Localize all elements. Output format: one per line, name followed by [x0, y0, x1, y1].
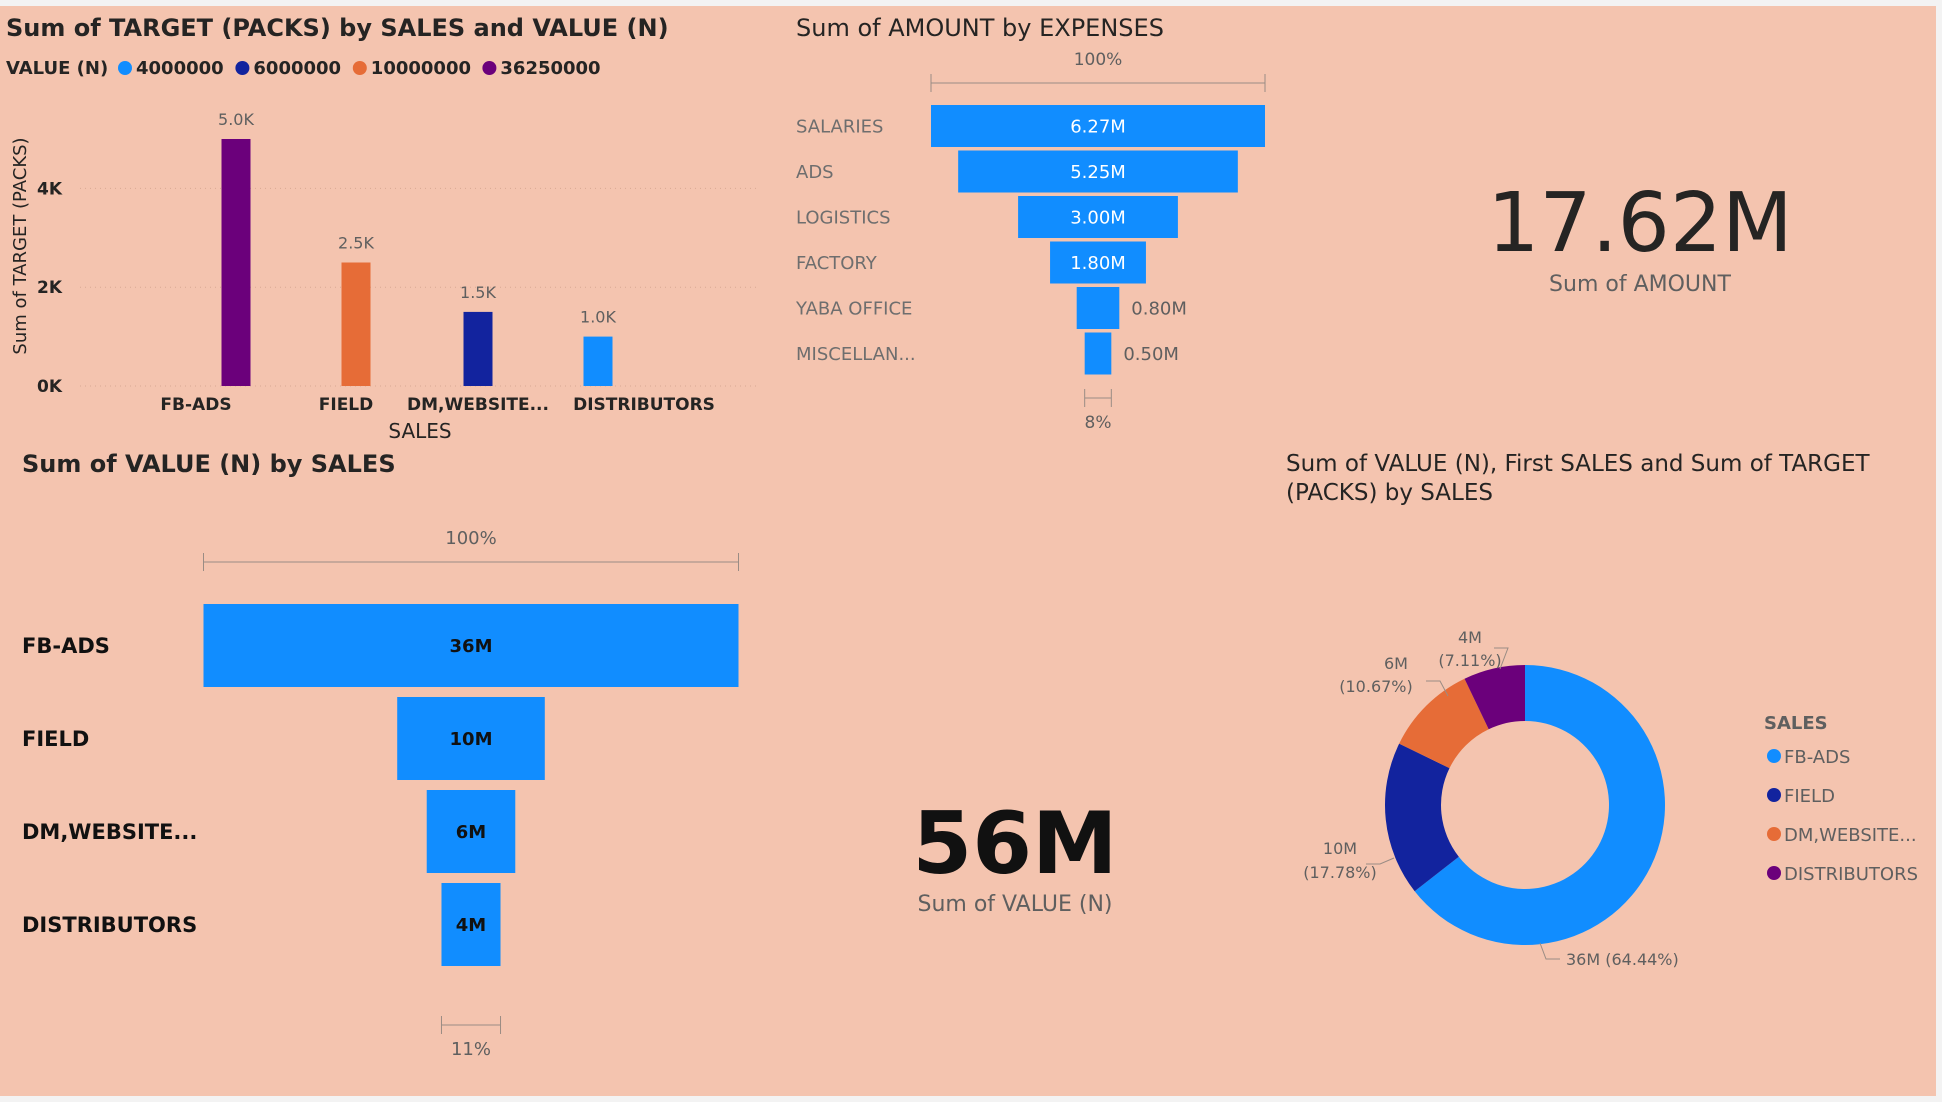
donut-data-label: (10.67%)	[1339, 677, 1413, 696]
funnel-bar	[1018, 196, 1178, 238]
donut-leader-line	[1494, 647, 1509, 670]
value-card[interactable]: 56M Sum of VALUE (N)	[815, 796, 1215, 917]
donut-slice	[1385, 743, 1459, 892]
donut-legend-marker	[1767, 788, 1781, 802]
y-axis-title: Sum of TARGET (PACKS)	[10, 137, 31, 354]
funnel-bar	[958, 150, 1238, 193]
funnel-bar	[1076, 287, 1120, 329]
funnel-data-label: 0.50M	[1123, 344, 1179, 365]
funnel-data-label: 3.00M	[1070, 207, 1126, 228]
x-tick-label: FB-ADS	[160, 395, 231, 415]
legend-label-0: 4000000	[136, 58, 224, 79]
donut-legend-marker	[1767, 749, 1781, 763]
column-bar	[341, 262, 371, 386]
donut-data-label: 36M (64.44%)	[1566, 950, 1679, 969]
donut-legend-label: DISTRIBUTORS	[1784, 864, 1918, 885]
funnel-bar	[1084, 332, 1112, 375]
expenses-funnel-title: Sum of AMOUNT by EXPENSES	[796, 14, 1164, 42]
funnel-category-label: FB-ADS	[22, 634, 110, 658]
funnel-data-label: 5.25M	[1070, 162, 1126, 183]
funnel-bottom-percent: 11%	[451, 1039, 491, 1060]
funnel-category-label: YABA OFFICE	[795, 298, 912, 319]
amount-card-value: 17.62M	[1487, 176, 1793, 271]
donut-slice	[1414, 665, 1665, 945]
donut-data-label: 6M	[1384, 654, 1408, 673]
donut-data-label: 10M	[1323, 839, 1357, 858]
legend-title: VALUE (N)	[6, 58, 108, 79]
column-data-label: 5.0K	[218, 110, 254, 129]
funnel-data-label: 36M	[450, 636, 493, 657]
donut-legend-label: FB-ADS	[1784, 747, 1850, 768]
funnel-category-label: DISTRIBUTORS	[22, 913, 197, 937]
column-data-label: 1.5K	[460, 283, 496, 302]
funnel-top-percent: 100%	[445, 528, 496, 549]
column-bar	[221, 139, 251, 386]
donut-data-label: 4M	[1458, 628, 1482, 647]
column-bar	[463, 311, 493, 386]
donut-legend-marker	[1767, 827, 1781, 841]
legend-marker-3	[482, 61, 497, 75]
column-chart-title: Sum of TARGET (PACKS) by SALES and VALUE…	[6, 14, 669, 42]
donut-slice	[1464, 665, 1525, 730]
legend-label-2: 10000000	[371, 58, 471, 79]
funnel-bar	[397, 697, 545, 780]
y-tick-label: 4K	[37, 179, 63, 199]
donut-slice	[1399, 678, 1489, 769]
funnel-bar	[203, 604, 739, 687]
funnel-bar	[441, 883, 501, 966]
donut-legend-marker	[1767, 866, 1781, 880]
funnel-category-label: SALARIES	[796, 116, 883, 137]
legend-label-3: 36250000	[500, 58, 600, 79]
funnel-bar	[426, 790, 516, 873]
legend-marker-2	[352, 61, 367, 75]
funnel-bottom-percent: 8%	[1085, 413, 1112, 433]
value-card-value: 56M	[912, 794, 1118, 894]
funnel-category-label: FIELD	[22, 727, 89, 751]
donut-chart[interactable]: 36M (64.44%) 10M (17.78%) 6M (10.67%) 4M (7.11…	[0, 6, 1936, 1096]
report-canvas: Sum of TARGET (PACKS) by SALES and VALUE…	[0, 6, 1936, 1096]
funnel-bar	[931, 105, 1265, 147]
funnel-top-percent: 100%	[1074, 50, 1123, 70]
funnel-bar	[1050, 241, 1146, 284]
y-tick-label: 0K	[37, 377, 63, 397]
column-data-label: 1.0K	[580, 308, 616, 327]
funnel-category-label: MISCELLAN...	[796, 344, 916, 365]
funnel-category-label: FACTORY	[796, 253, 878, 274]
column-bar	[583, 336, 613, 386]
column-data-label: 2.5K	[338, 234, 374, 253]
x-tick-label: DISTRIBUTORS	[573, 395, 715, 415]
funnel-data-label: 10M	[450, 729, 493, 750]
donut-legend-title: SALES	[1764, 713, 1828, 734]
legend-marker-0	[118, 61, 132, 75]
funnel-data-label: 6.27M	[1070, 116, 1126, 137]
legend-label-1: 6000000	[253, 58, 341, 79]
funnel-category-label: LOGISTICS	[796, 207, 891, 228]
funnel-category-label: ADS	[796, 162, 834, 183]
donut-legend-label: FIELD	[1784, 786, 1835, 807]
donut-data-label: (17.78%)	[1303, 863, 1377, 882]
column-chart[interactable]: VALUE (N) 4000000 6000000 10000000 36250000 S…	[0, 6, 780, 446]
x-tick-label: DM,WEBSITE...	[407, 395, 549, 415]
funnel-category-label: DM,WEBSITE...	[22, 820, 197, 844]
donut-leader-line	[1426, 680, 1449, 697]
x-tick-label: FIELD	[319, 395, 374, 415]
value-card-label: Sum of VALUE (N)	[917, 892, 1113, 917]
funnel-data-label: 6M	[456, 822, 486, 843]
funnel-data-label: 4M	[456, 915, 486, 936]
amount-card-label: Sum of AMOUNT	[1549, 272, 1731, 297]
amount-card[interactable]: 17.62M Sum of AMOUNT	[1440, 176, 1840, 297]
donut-chart-title: Sum of VALUE (N), First SALES and Sum of…	[1286, 451, 1870, 506]
funnel-data-label: 1.80M	[1070, 253, 1126, 274]
donut-leader-line	[1366, 857, 1395, 865]
expenses-funnel-chart[interactable]: 100% SALARIES 6.27M ADS 5.25M LOGISTICS 3.00M F…	[0, 6, 1936, 446]
sales-funnel-title: Sum of VALUE (N) by SALES	[22, 450, 396, 478]
funnel-data-label: 0.80M	[1131, 298, 1187, 319]
donut-data-label: (7.11%)	[1438, 651, 1501, 670]
donut-leader-line	[1539, 942, 1560, 960]
y-tick-label: 2K	[37, 278, 63, 298]
x-axis-title: SALES	[388, 419, 451, 443]
donut-legend-label: DM,WEBSITE...	[1784, 825, 1917, 846]
legend-marker-1	[235, 61, 250, 75]
sales-funnel-chart[interactable]: 100% FB-ADS 36M FIELD 10M DM,WEBSITE... 6M DIST…	[0, 6, 800, 1096]
